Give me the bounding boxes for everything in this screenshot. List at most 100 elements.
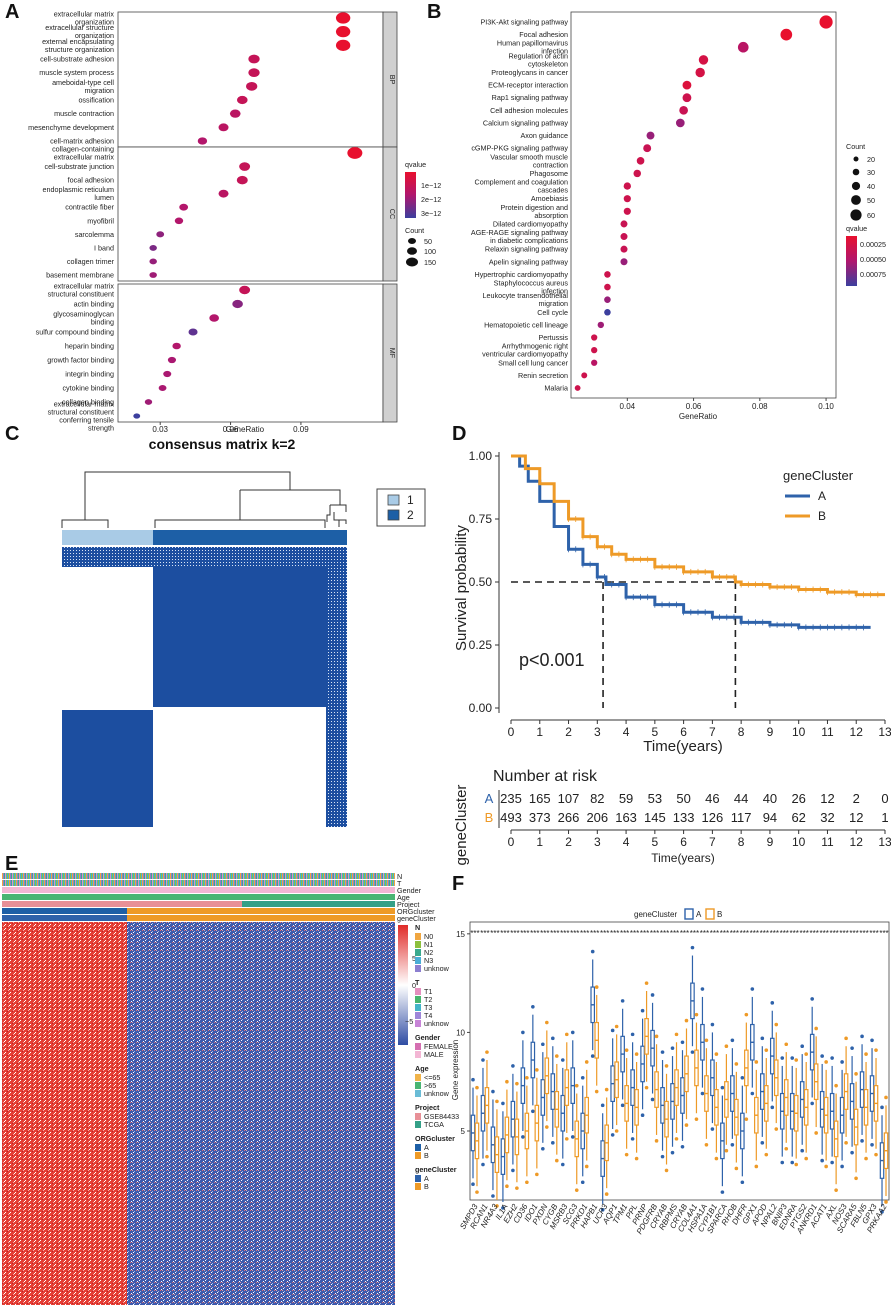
panel-b-term-label: Protein digestion and — [500, 203, 568, 212]
panel-f-outlier-a — [730, 1038, 735, 1043]
panel-f-outlier-a — [830, 1056, 834, 1060]
panel-b-term-label: Calcium signaling pathway — [483, 118, 569, 127]
panel-d-risk-value: 235 — [500, 791, 522, 806]
panel-f-outlier-a — [740, 1180, 745, 1185]
panel-f-sig-stars: *** — [540, 929, 549, 938]
panel-f-sig-stars: *** — [580, 929, 589, 938]
panel-a-dot — [197, 137, 208, 145]
panel-f-outlier-a — [531, 1004, 535, 1009]
panel-f-legend-label-a: A — [696, 910, 702, 919]
panel-d-risk-value: 94 — [763, 810, 777, 825]
panel-b-term-label: migration — [538, 299, 568, 308]
panel-f-outlier-a — [720, 1085, 725, 1090]
panel-f-outlier-b — [684, 1123, 689, 1127]
panel-d-risk-value: 117 — [731, 810, 752, 825]
panel-f-sig-stars: *** — [770, 929, 779, 938]
panel-b-count-tick-3: 40 — [867, 182, 875, 191]
panel-f-outlier-b — [554, 1054, 559, 1058]
panel-b-count-tick-5: 60 — [867, 211, 875, 220]
panel-f-outlier-a — [471, 1182, 475, 1187]
panel-f-outlier-b — [864, 1052, 868, 1056]
panel-f-outlier-a — [630, 1032, 635, 1037]
panel-a-term-label: migration — [84, 86, 114, 95]
panel-e-heat-cluster-a — [2, 922, 127, 1305]
panel-f-outlier-b — [784, 1042, 789, 1047]
panel-d-legend-title: geneCluster — [783, 468, 854, 483]
panel-b-xtick-label: 0.04 — [620, 402, 636, 411]
panel-b-term-label: Human papillomavirus — [497, 39, 569, 48]
panel-b-term-label: absorption — [534, 211, 568, 220]
panel-f-outlier-b — [804, 1052, 808, 1056]
panel-f-outlier-a — [541, 1042, 545, 1047]
panel-f-sig-stars: *** — [839, 929, 848, 938]
panel-f-outlier-b — [724, 1148, 729, 1153]
panel-a-term-label: external encapsulating — [42, 37, 114, 46]
panel-d-risk-value: 163 — [615, 810, 637, 825]
panel-f-outlier-b — [515, 1186, 519, 1190]
panel-f-outlier-b — [814, 1131, 818, 1135]
panel-a-dot — [163, 370, 172, 378]
panel-f-outlier-b — [704, 1142, 709, 1147]
panel-f-outlier-a — [780, 1160, 785, 1165]
panel-b-count-key-30 — [852, 168, 860, 176]
panel-f-outlier-b — [744, 1012, 749, 1017]
panel-a-dot — [239, 162, 251, 171]
panel-a-count-key-150 — [406, 257, 418, 267]
panel-e-legend-key — [415, 957, 421, 964]
panel-f-outlier-a — [570, 1030, 575, 1035]
panel-f-outlier-b — [525, 1180, 529, 1185]
panel-a-dot — [144, 399, 153, 405]
panel-f-outlier-b — [604, 1087, 609, 1092]
panel-a-term-label: strength — [88, 424, 114, 433]
panel-f-sig-stars: *** — [480, 929, 489, 938]
panel-b-dot — [620, 258, 628, 266]
panel-d-risk-value: 206 — [586, 810, 608, 825]
panel-f-outlier-b — [485, 1050, 489, 1054]
panel-a-term-label: collagen trimer — [67, 257, 115, 266]
panel-a-dot — [236, 95, 248, 105]
panel-e-legend-key — [415, 988, 421, 995]
panel-b-qvalue-colorbar — [846, 236, 857, 286]
panel-f-outlier-a — [690, 945, 695, 950]
panel-a-count-tick-3: 150 — [424, 258, 436, 267]
panel-d-risk-xtick-label: 13 — [878, 835, 891, 849]
panel-f-sig-stars: *** — [530, 929, 539, 938]
panel-f-outlier-a — [710, 1022, 715, 1027]
panel-f-outlier-a — [560, 1058, 565, 1062]
panel-a-dot — [158, 384, 167, 392]
panel-b-dot — [604, 271, 611, 278]
panel-e-legend-label: B — [424, 1151, 429, 1160]
panel-f-sig-stars: *** — [510, 929, 519, 938]
panel-f-outlier-a — [570, 1135, 575, 1139]
panel-e-legend-label: GSE84433 — [424, 1112, 459, 1121]
panel-b-dot — [780, 28, 793, 41]
panel-b-dot — [591, 334, 598, 341]
panel-letter-f: F — [452, 873, 464, 895]
panel-a-facet-strip — [382, 146, 398, 282]
panel-f-ylabel: Gene expression — [451, 1040, 460, 1100]
panel-b-term-label: Leukocyte transendothelial — [482, 291, 568, 300]
panel-d-risk-xtick-label: 1 — [536, 835, 543, 849]
panel-b-dot — [581, 372, 588, 379]
panel-a-term-label: extracellular matrix — [54, 10, 115, 19]
panel-f-outlier-b — [664, 1168, 669, 1173]
panel-f-outlier-b — [574, 1083, 579, 1088]
panel-e-legend-key — [415, 1121, 421, 1128]
panel-f-sig-stars: *** — [690, 929, 699, 938]
panel-b-term-label: Renin secretion — [518, 371, 568, 380]
panel-f-outlier-b — [624, 1048, 629, 1052]
panel-e-legend-label: B — [424, 1182, 429, 1191]
panel-b-dot — [737, 41, 749, 53]
panel-b-xtick-label: 0.06 — [686, 402, 702, 411]
panel-b-dot — [604, 308, 611, 316]
panel-b-term-label: Cell adhesion molecules — [490, 106, 568, 115]
panel-b-term-label: Axon guidance — [520, 131, 568, 140]
panel-a-term-label: muscle contraction — [54, 109, 114, 118]
panel-f-outlier-a — [610, 1133, 615, 1137]
panel-b-term-label: cytoskeleton — [528, 59, 568, 68]
panel-f-outlier-b — [814, 1026, 818, 1031]
panel-a-dot — [218, 123, 229, 132]
panel-f-outlier-a — [690, 1050, 695, 1054]
panel-f-outlier-a — [610, 1028, 615, 1033]
panel-f-outlier-b — [554, 1158, 559, 1163]
